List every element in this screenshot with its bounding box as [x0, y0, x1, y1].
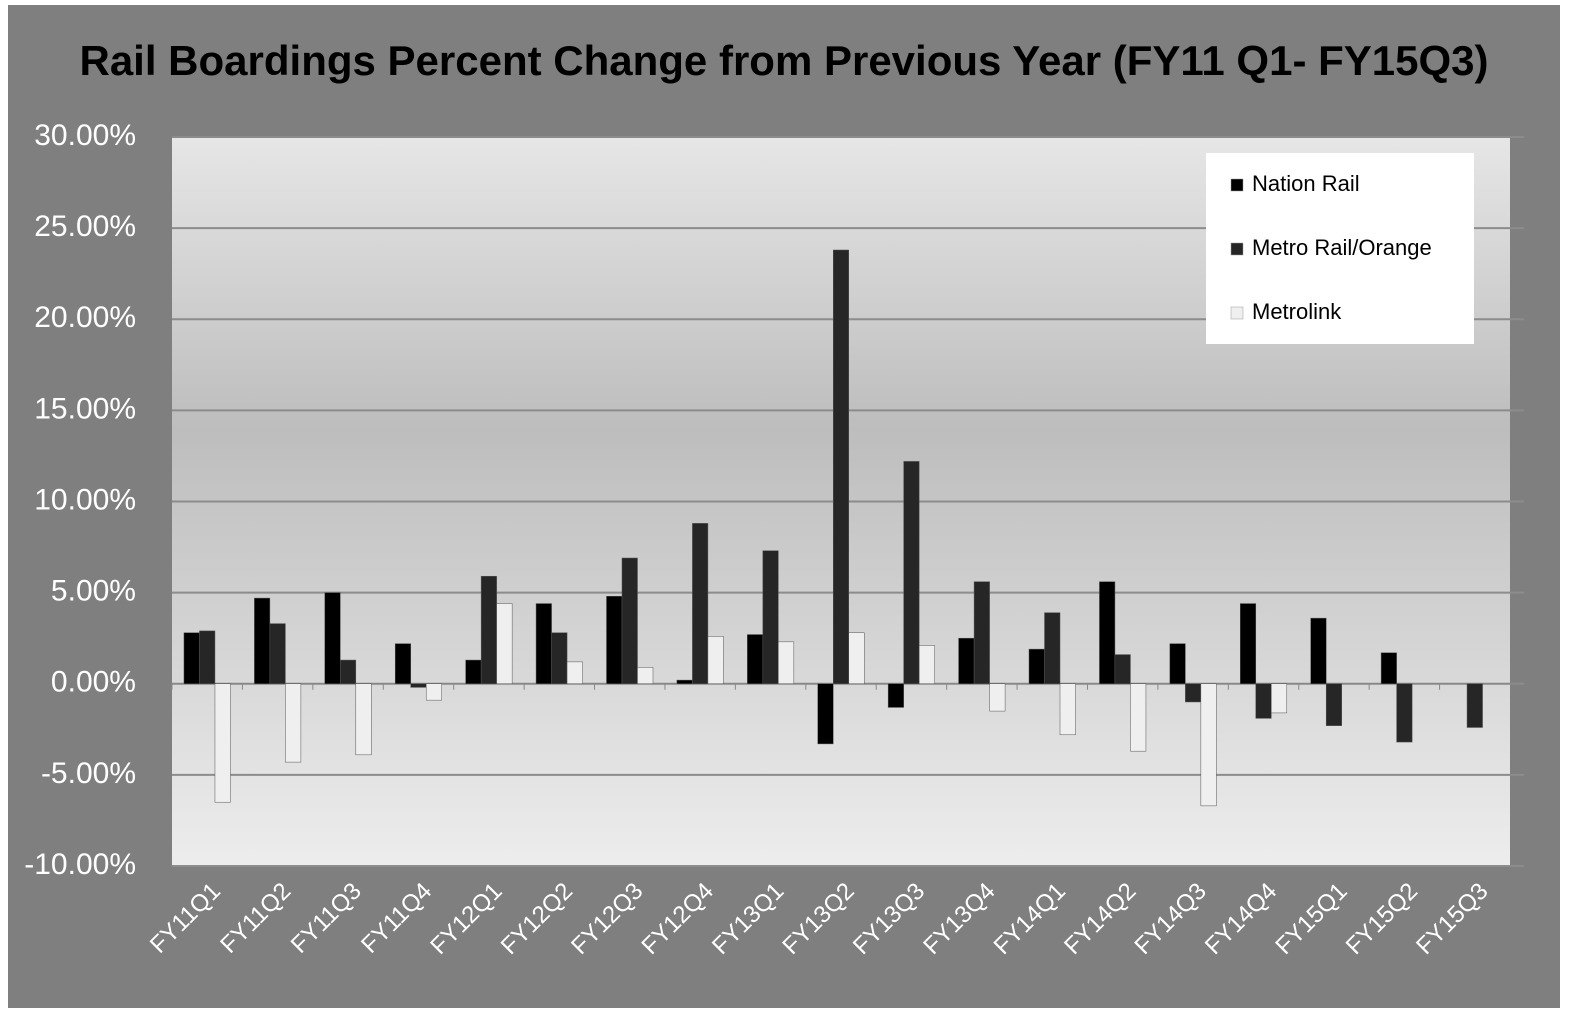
bar: [1114, 654, 1131, 685]
bar: [621, 557, 638, 684]
bar: [676, 679, 693, 684]
chart-title: Rail Boardings Percent Change from Previ…: [79, 37, 1488, 84]
bar: [817, 683, 834, 745]
bar: [183, 632, 200, 684]
bar: [1325, 683, 1342, 726]
legend-swatch: [1230, 306, 1244, 320]
bar: [918, 645, 935, 684]
bar: [973, 581, 990, 684]
bar: [394, 643, 411, 685]
bar: [637, 667, 654, 684]
bar: [425, 683, 442, 701]
y-tick-label: -5.00%: [41, 757, 136, 790]
y-tick-label: 20.00%: [34, 301, 136, 334]
bar: [465, 659, 482, 684]
y-tick-label: 5.00%: [51, 575, 136, 608]
bar: [1099, 581, 1116, 684]
bar: [958, 637, 975, 684]
bar: [324, 592, 341, 684]
bar: [1240, 603, 1257, 684]
bar: [551, 632, 568, 684]
y-tick-label: 30.00%: [34, 119, 136, 152]
y-tick-label: 25.00%: [34, 210, 136, 243]
bar: [1059, 683, 1076, 736]
y-tick-label: 0.00%: [51, 666, 136, 699]
bar: [1380, 652, 1397, 685]
bar: [496, 603, 513, 684]
y-tick-label: 10.00%: [34, 483, 136, 516]
bar: [692, 523, 709, 684]
legend-label: Metrolink: [1252, 299, 1342, 324]
bar: [285, 683, 302, 763]
bar: [707, 636, 724, 684]
bar: [1466, 683, 1483, 728]
bar: [1200, 683, 1217, 807]
bar: [340, 659, 357, 684]
bar: [254, 597, 271, 685]
bar: [606, 596, 623, 685]
bar: [214, 683, 231, 803]
bar: [1044, 612, 1061, 684]
bar: [1396, 683, 1413, 743]
bar: [199, 630, 216, 685]
bar: [903, 461, 920, 684]
bar: [1271, 683, 1288, 714]
bar: [989, 683, 1006, 712]
bar: [535, 603, 552, 684]
bar: [848, 632, 865, 684]
bar: [1130, 683, 1147, 752]
bar: [1185, 683, 1202, 703]
bar: [1310, 617, 1327, 685]
bar: [887, 683, 904, 708]
bar: [747, 634, 764, 684]
bar: [1028, 648, 1045, 684]
bar: [778, 641, 795, 685]
bar: [480, 575, 497, 684]
bar: [1169, 643, 1186, 685]
y-tick-label: -10.00%: [24, 848, 136, 881]
bar: [833, 249, 849, 684]
bar: [566, 661, 583, 685]
bar: [355, 683, 372, 756]
bar: [1255, 683, 1272, 719]
y-tick-label: 15.00%: [34, 392, 136, 425]
legend-box: [1206, 153, 1474, 344]
bar: [410, 683, 427, 688]
legend-swatch: [1230, 242, 1244, 256]
legend-label: Metro Rail/Orange: [1252, 235, 1432, 260]
bar: [269, 623, 286, 684]
legend-swatch: [1230, 178, 1244, 192]
legend-label: Nation Rail: [1252, 171, 1360, 196]
bar: [762, 550, 779, 685]
